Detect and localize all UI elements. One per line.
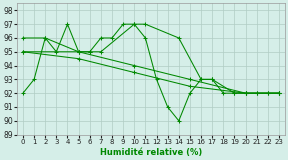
X-axis label: Humidité relative (%): Humidité relative (%) — [100, 148, 202, 156]
